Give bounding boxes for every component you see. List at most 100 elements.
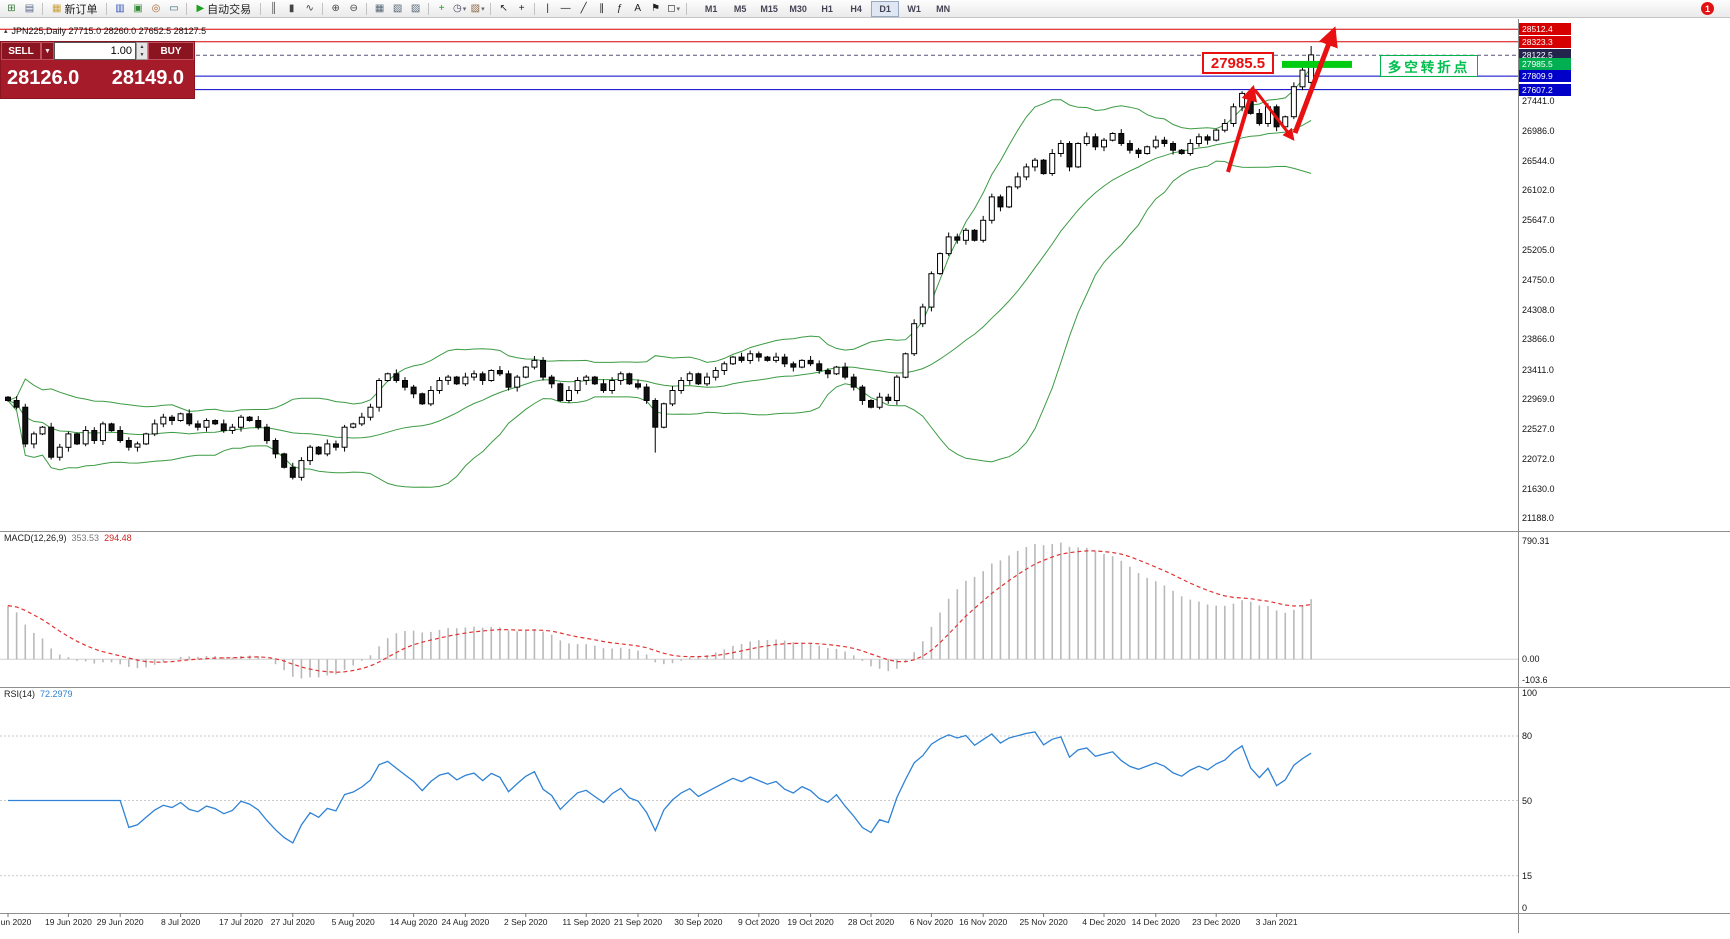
timeframe-d1-button[interactable]: D1 — [871, 1, 899, 17]
data-window-button[interactable]: ▣ — [129, 1, 146, 16]
new-order-icon: ▦ — [52, 4, 61, 14]
date-axis-label: 17 Jul 2020 — [215, 917, 267, 927]
timeframe-mn-button[interactable]: MN — [929, 1, 957, 17]
toolbar-separator — [260, 3, 261, 15]
chart-line-button[interactable]: ∿ — [301, 1, 318, 16]
sell-button[interactable]: SELL — [1, 42, 41, 60]
indicators-add-button[interactable]: + — [433, 1, 450, 16]
timeframe-w1-button[interactable]: W1 — [900, 1, 928, 17]
tile-windows-icon: ▦ — [375, 4, 384, 14]
date-axis-label: 27 Jul 2020 — [267, 917, 319, 927]
order-type-dropdown[interactable]: ▼ — [41, 42, 54, 60]
price-axis-label: 27441.0 — [1522, 96, 1555, 106]
price-axis-label: 23411.0 — [1522, 365, 1554, 375]
shapes-icon: ◻ — [667, 4, 675, 14]
periods-dropdown-icon: ▾ — [463, 5, 467, 13]
date-axis-label: 28 Oct 2020 — [845, 917, 897, 927]
autotrading-button[interactable]: ▶自动交易 — [191, 1, 256, 16]
bid-price: 28126.0 — [7, 67, 79, 90]
periods-icon: ◷ — [453, 4, 462, 14]
text-tool-icon: A — [634, 4, 641, 14]
chart-candles-button[interactable]: ▮ — [283, 1, 300, 16]
price-axis-label: 26544.0 — [1522, 156, 1555, 166]
vertical-line-icon: | — [546, 4, 549, 14]
periods-button[interactable]: ◷▾ — [451, 1, 468, 16]
buy-button[interactable]: BUY — [148, 42, 194, 60]
toolbar-separator — [186, 3, 187, 15]
label-tool-icon: ⚑ — [651, 4, 660, 14]
date-axis-label: 5 Aug 2020 — [327, 917, 379, 927]
arrange-windows-button[interactable]: ▨ — [407, 1, 424, 16]
timeframe-h4-button[interactable]: H4 — [842, 1, 870, 17]
timeframe-m1-button[interactable]: M1 — [697, 1, 725, 17]
toolbar-separator — [366, 3, 367, 15]
toolbar: ⊞▤▦新订单▥▣◎▭▶自动交易║▮∿⊕⊖▦▧▨+◷▾▧▾↖+|—╱∥ƒA⚑◻▾M… — [0, 0, 1730, 18]
autotrading-icon: ▶ — [196, 4, 204, 14]
cascade-windows-icon: ▧ — [393, 4, 402, 14]
tile-windows-button[interactable]: ▦ — [371, 1, 388, 16]
date-axis-label: 10 Jun 2020 — [0, 917, 34, 927]
rsi-axis-label: 50 — [1522, 796, 1532, 806]
date-axis-label: 29 Jun 2020 — [94, 917, 146, 927]
terminal-button[interactable]: ▭ — [165, 1, 182, 16]
price-level-label: 28512.4 — [1519, 23, 1571, 35]
chart-canvas[interactable] — [0, 0, 1730, 939]
price-axis-label: 24308.0 — [1522, 305, 1555, 315]
horizontal-line-button[interactable]: — — [557, 1, 574, 16]
timeframe-m5-button[interactable]: M5 — [726, 1, 754, 17]
volume-up-icon[interactable]: ▲ — [137, 43, 147, 51]
fibonacci-button[interactable]: ƒ — [611, 1, 628, 16]
price-axis-label: 21630.0 — [1522, 484, 1555, 494]
macd-axis-label: -103.6 — [1522, 675, 1548, 685]
price-axis-label: 23866.0 — [1522, 334, 1555, 344]
cursor-icon: ↖ — [499, 4, 507, 14]
date-axis-label: 11 Sep 2020 — [560, 917, 612, 927]
zoom-out-button[interactable]: ⊖ — [345, 1, 362, 16]
channel-button[interactable]: ∥ — [593, 1, 610, 16]
volume-stepper[interactable]: ▲ ▼ — [136, 42, 148, 60]
timeframe-m15-button[interactable]: M15 — [755, 1, 783, 17]
price-axis-label: 24750.0 — [1522, 275, 1555, 285]
volume-down-icon[interactable]: ▼ — [137, 51, 147, 59]
navigator-button[interactable]: ◎ — [147, 1, 164, 16]
trendline-button[interactable]: ╱ — [575, 1, 592, 16]
templates-button[interactable]: ▧▾ — [469, 1, 486, 16]
date-axis-label: 4 Dec 2020 — [1078, 917, 1130, 927]
vertical-line-button[interactable]: | — [539, 1, 556, 16]
mt4-window: ⊞▤▦新订单▥▣◎▭▶自动交易║▮∿⊕⊖▦▧▨+◷▾▧▾↖+|—╱∥ƒA⚑◻▾M… — [0, 0, 1730, 939]
text-tool-button[interactable]: A — [629, 1, 646, 16]
crosshair-button[interactable]: + — [513, 1, 530, 16]
one-click-toggle-icon[interactable]: ▴ — [4, 27, 8, 35]
pivot-price-annotation[interactable]: 27985.5 — [1202, 52, 1274, 74]
date-axis-label: 30 Sep 2020 — [672, 917, 724, 927]
chart-line-icon: ∿ — [305, 4, 313, 14]
market-watch-button[interactable]: ▥ — [111, 1, 128, 16]
price-axis-label: 26102.0 — [1522, 185, 1555, 195]
pivot-text-annotation[interactable]: 多空转折点 — [1380, 55, 1478, 77]
price-level-label: 27607.2 — [1519, 84, 1571, 96]
new-order-button[interactable]: ▦新订单 — [47, 1, 102, 16]
date-axis-label: 25 Nov 2020 — [1018, 917, 1070, 927]
chart-bars-button[interactable]: ║ — [265, 1, 282, 16]
cascade-windows-button[interactable]: ▧ — [389, 1, 406, 16]
timeframe-h1-button[interactable]: H1 — [813, 1, 841, 17]
terminal-icon: ▭ — [169, 4, 178, 14]
toolbar-separator — [106, 3, 107, 15]
profiles-button[interactable]: ▤ — [21, 1, 38, 16]
toolbar-separator — [686, 3, 687, 15]
timeframe-m30-button[interactable]: M30 — [784, 1, 812, 17]
shapes-button[interactable]: ◻▾ — [665, 1, 682, 16]
volume-input[interactable] — [54, 42, 136, 60]
date-axis-label: 21 Sep 2020 — [612, 917, 664, 927]
label-tool-button[interactable]: ⚑ — [647, 1, 664, 16]
profiles-icon: ▤ — [25, 4, 34, 14]
rsi-axis-label: 0 — [1522, 903, 1527, 913]
templates-icon: ▧ — [471, 4, 480, 14]
cursor-button[interactable]: ↖ — [495, 1, 512, 16]
trendline-icon: ╱ — [581, 4, 587, 14]
notification-badge[interactable]: 1 — [1701, 2, 1714, 15]
zoom-in-button[interactable]: ⊕ — [327, 1, 344, 16]
toolbar-separator — [534, 3, 535, 15]
new-chart-button[interactable]: ⊞ — [3, 1, 20, 16]
arrange-windows-icon: ▨ — [411, 4, 420, 14]
